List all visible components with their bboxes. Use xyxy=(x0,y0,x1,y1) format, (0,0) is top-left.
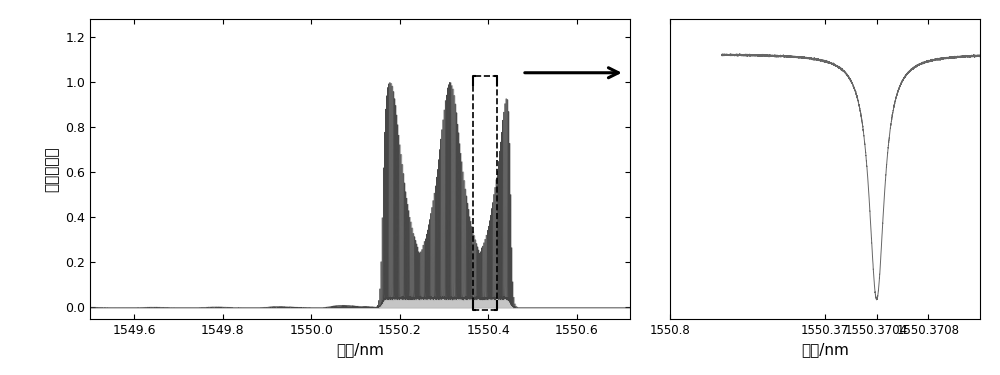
X-axis label: 波长/nm: 波长/nm xyxy=(801,342,849,357)
Y-axis label: 归一化强度: 归一化强度 xyxy=(45,146,60,192)
Bar xyxy=(473,76,497,310)
X-axis label: 波长/nm: 波长/nm xyxy=(336,342,384,357)
